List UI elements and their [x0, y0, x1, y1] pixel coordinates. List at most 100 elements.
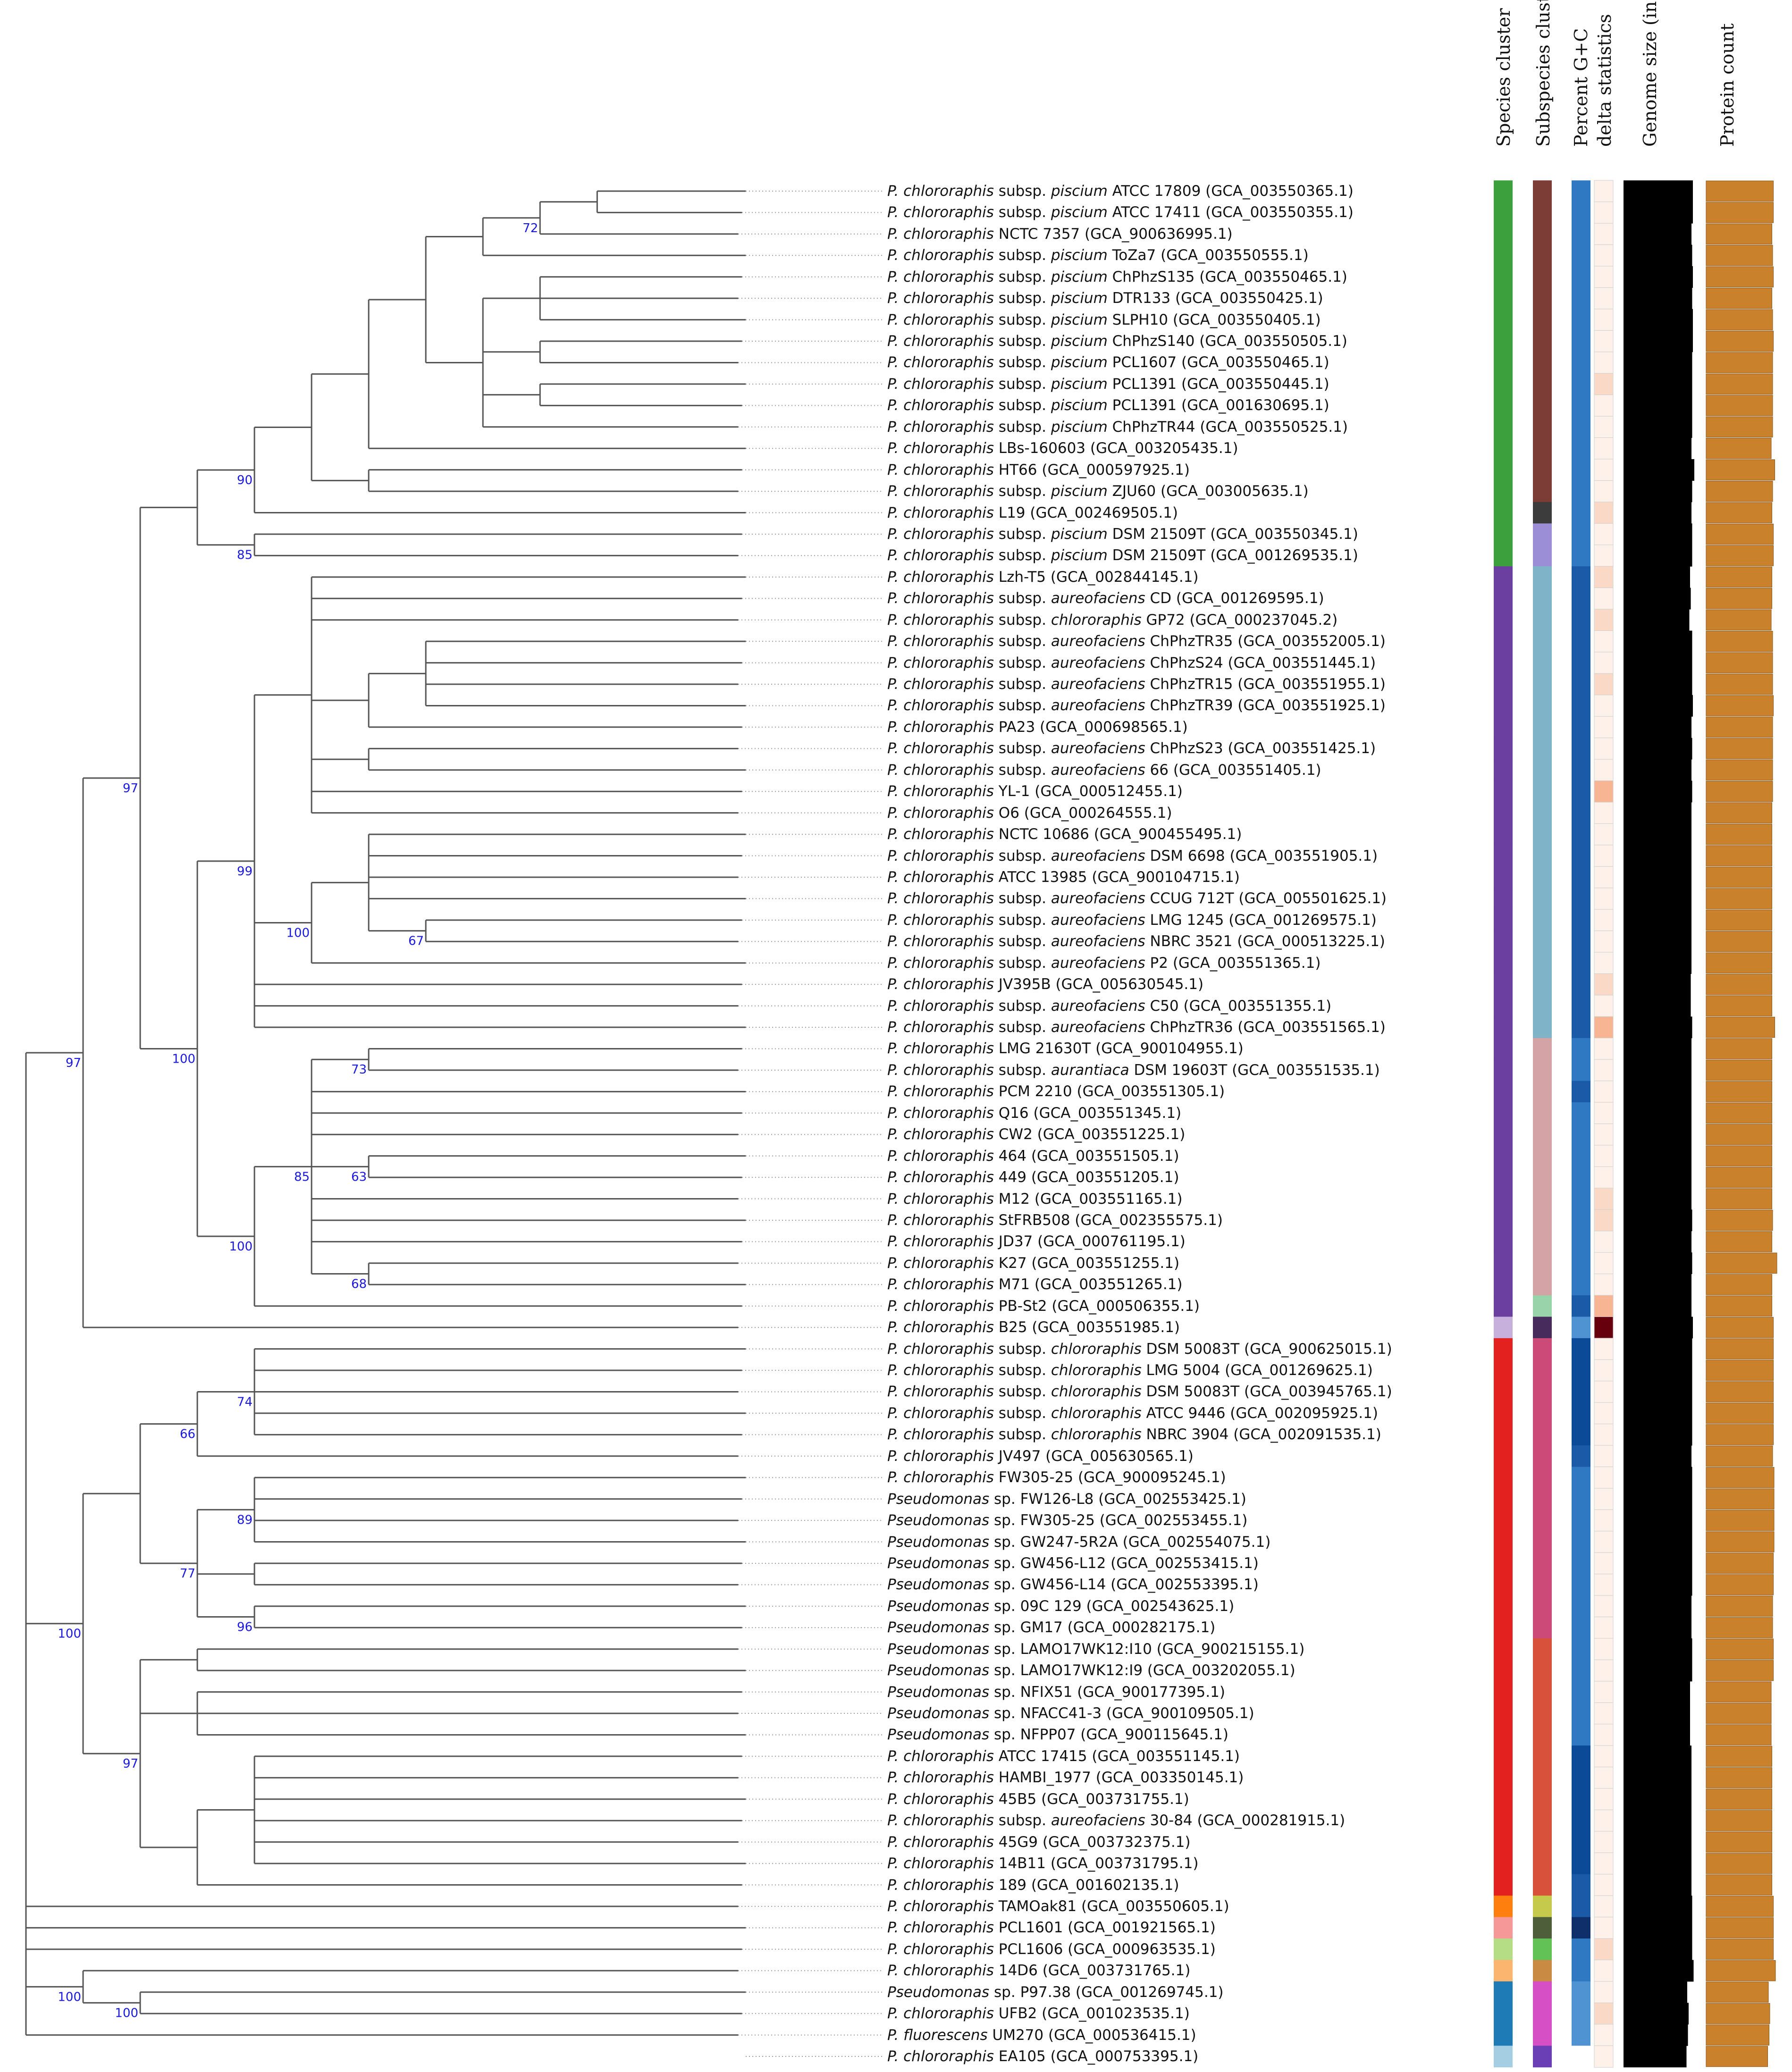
gc-cell — [1572, 180, 1590, 202]
taxon-label-text: P. chlororaphis subsp. aureofaciens P2 (… — [887, 954, 1321, 972]
subspecies-cell — [1533, 995, 1552, 1017]
subspecies-cell — [1533, 1853, 1552, 1875]
species-cell — [1494, 223, 1513, 245]
species-cell — [1494, 1745, 1513, 1768]
delta-cell — [1594, 1981, 1614, 2004]
gc-cell — [1572, 416, 1590, 438]
taxon-label-text: P. chlororaphis CW2 (GCA_003551225.1) — [887, 1126, 1186, 1143]
protein-count-bar — [1706, 781, 1773, 802]
protein-count-bar — [1706, 630, 1773, 652]
taxon-label: P. chlororaphis subsp. piscium ToZa7 (GC… — [887, 247, 1309, 264]
protein-count-bar — [1706, 1896, 1774, 1917]
taxon-label-text: P. chlororaphis subsp. aureofaciens NBRC… — [887, 933, 1385, 950]
bootstrap-support: 99 — [237, 864, 252, 879]
subspecies-cell — [1533, 1038, 1552, 1060]
taxon-label: P. chlororaphis M71 (GCA_003551265.1) — [887, 1276, 1183, 1293]
genome-size-bar — [1624, 888, 1691, 910]
subspecies-cell — [1533, 759, 1552, 781]
taxon-label-text: P. chlororaphis subsp. aureofaciens CD (… — [887, 590, 1324, 607]
taxon-label: P. chlororaphis subsp. piscium ChPhzTR44… — [887, 419, 1348, 436]
subspecies-cell — [1533, 287, 1552, 310]
protein-count-bar — [1706, 1059, 1772, 1081]
gc-cell — [1572, 716, 1590, 738]
species-cell — [1494, 437, 1513, 460]
gc-cell — [1572, 287, 1590, 310]
genome-size-bar — [1624, 1081, 1691, 1103]
subspecies-cell — [1533, 630, 1552, 653]
taxon-label: P. chlororaphis subsp. aureofaciens ChPh… — [887, 676, 1386, 693]
delta-cell — [1594, 1295, 1614, 1317]
genome-size-bar — [1624, 480, 1692, 503]
protein-count-bar — [1706, 1488, 1775, 1510]
subspecies-cell — [1533, 695, 1552, 717]
gc-cell — [1572, 373, 1590, 395]
subspecies-cell — [1533, 652, 1552, 674]
taxon-label-text: P. chlororaphis 14B11 (GCA_003731795.1) — [887, 1855, 1199, 1872]
taxon-label-text: P. chlororaphis subsp. aureofaciens ChPh… — [887, 697, 1386, 714]
taxon-label: Pseudomonas sp. GW456-L14 (GCA_002553395… — [887, 1576, 1259, 1593]
delta-cell — [1594, 716, 1614, 738]
protein-count-bar — [1706, 202, 1774, 223]
species-cell — [1494, 1445, 1513, 1467]
species-cell — [1494, 802, 1513, 824]
taxon-label: P. chlororaphis JV497 (GCA_005630565.1) — [887, 1448, 1194, 1465]
delta-cell — [1594, 780, 1614, 803]
species-cell — [1494, 1510, 1513, 1532]
species-cell — [1494, 738, 1513, 760]
taxon-label-text: P. chlororaphis subsp. chlororaphis DSM … — [887, 1383, 1392, 1401]
protein-count-bar — [1706, 931, 1772, 952]
protein-count-bar — [1706, 1703, 1772, 1724]
delta-cell — [1594, 587, 1614, 610]
subspecies-cell — [1533, 1917, 1552, 1939]
taxon-label: P. chlororaphis Lzh-T5 (GCA_002844145.1) — [887, 569, 1199, 586]
gc-cell — [1572, 1209, 1590, 1232]
taxon-label: Pseudomonas sp. GW247-5R2A (GCA_00255407… — [887, 1534, 1270, 1551]
taxon-label-text: P. chlororaphis 449 (GCA_003551205.1) — [887, 1169, 1179, 1186]
subspecies-cell — [1533, 1295, 1552, 1317]
taxon-label-text: Pseudomonas sp. LAMO17WK12:I10 (GCA_9002… — [887, 1640, 1305, 1658]
gc-cell — [1572, 845, 1590, 867]
gc-cell — [1572, 1467, 1590, 1489]
species-cell — [1494, 1081, 1513, 1103]
subspecies-cell — [1533, 1145, 1552, 1167]
subspecies-cell — [1533, 1510, 1552, 1532]
gc-cell — [1572, 459, 1590, 481]
taxon-label-text: P. chlororaphis M71 (GCA_003551265.1) — [887, 1276, 1183, 1293]
genome-size-bar — [1624, 1874, 1691, 1896]
delta-cell — [1594, 545, 1614, 567]
taxon-label: P. chlororaphis subsp. aureofaciens 30-8… — [887, 1812, 1345, 1829]
protein-count-bar — [1706, 1338, 1774, 1359]
genome-size-bar — [1624, 995, 1691, 1017]
gc-cell — [1572, 759, 1590, 781]
species-cell — [1494, 1295, 1513, 1317]
gc-cell — [1572, 952, 1590, 974]
taxon-label-text: P. chlororaphis 45B5 (GCA_003731755.1) — [887, 1790, 1189, 1808]
protein-count-bar — [1706, 180, 1774, 202]
subspecies-cell — [1533, 502, 1552, 524]
taxon-label: Pseudomonas sp. NFPP07 (GCA_900115645.1) — [887, 1726, 1228, 1743]
protein-count-bar — [1706, 1381, 1774, 1402]
protein-count-bar — [1706, 973, 1772, 995]
subspecies-cell — [1533, 973, 1552, 996]
taxon-label-text: P. chlororaphis subsp. piscium ZJU60 (GC… — [887, 483, 1309, 500]
protein-count-bar — [1706, 673, 1773, 695]
delta-cell — [1594, 952, 1614, 974]
taxon-label-text: P. chlororaphis L19 (GCA_002469505.1) — [887, 504, 1178, 521]
genome-size-bar — [1624, 802, 1691, 824]
bootstrap-support: 100 — [229, 1240, 252, 1254]
protein-count-bar — [1706, 1638, 1774, 1660]
taxon-label-text: P. chlororaphis ATCC 13985 (GCA_90010471… — [887, 868, 1240, 886]
genome-size-bar — [1624, 1188, 1691, 1210]
taxon-label: P. chlororaphis B25 (GCA_003551985.1) — [887, 1319, 1180, 1336]
genome-size-bar — [1624, 394, 1692, 417]
taxon-label: P. chlororaphis subsp. chlororaphis DSM … — [887, 1341, 1392, 1358]
gc-cell — [1572, 823, 1590, 846]
taxon-label: P. chlororaphis subsp. aureofaciens ChPh… — [887, 654, 1376, 671]
subspecies-cell — [1533, 1381, 1552, 1403]
delta-cell — [1594, 823, 1614, 846]
species-cell — [1494, 1767, 1513, 1789]
protein-count-bar — [1706, 1188, 1772, 1209]
genome-size-bar — [1624, 223, 1691, 245]
taxon-label: P. chlororaphis JD37 (GCA_000761195.1) — [887, 1233, 1186, 1250]
taxon-label: P. chlororaphis subsp. piscium SLPH10 (G… — [887, 311, 1321, 328]
